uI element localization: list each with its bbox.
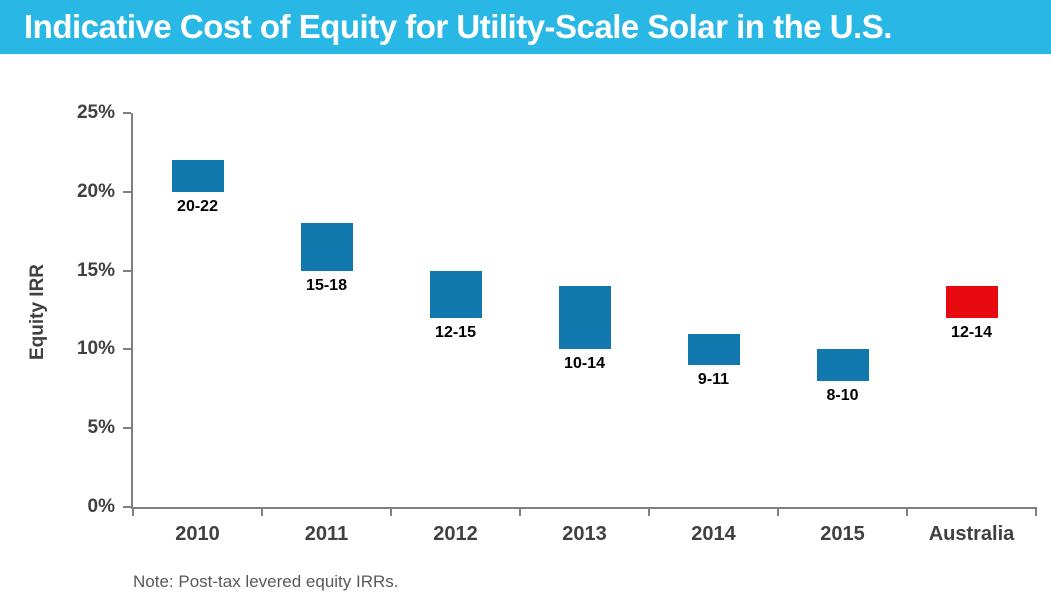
- range-bar-2015: [816, 349, 869, 381]
- title-banner: Indicative Cost of Equity for Utility-Sc…: [0, 0, 1051, 54]
- range-bar-2014: [687, 333, 740, 366]
- x-axis-label-2010: 2010: [175, 523, 220, 545]
- bar-range-label: 12-15: [435, 323, 476, 341]
- y-tick-label: 0%: [87, 496, 115, 517]
- x-axis-label-2012: 2012: [433, 523, 478, 545]
- y-tick-mark: [123, 190, 131, 193]
- x-tick-mark: [906, 507, 908, 516]
- x-axis-label-2011: 2011: [304, 523, 349, 545]
- range-bar-2012: [429, 270, 482, 318]
- bar-range-label: 20-22: [177, 197, 218, 215]
- y-tick-mark: [123, 269, 131, 272]
- range-bar-2013: [558, 286, 611, 350]
- x-axis-label-2014: 2014: [691, 523, 736, 545]
- x-tick-mark: [519, 507, 521, 516]
- bar-range-label: 15-18: [306, 276, 347, 294]
- x-tick-mark: [390, 507, 392, 516]
- y-tick-mark: [123, 427, 131, 430]
- y-tick-label: 15%: [76, 259, 115, 281]
- bar-range-label: 9-11: [697, 371, 730, 389]
- x-tick-mark: [132, 507, 134, 516]
- y-tick-mark: [123, 348, 131, 351]
- y-tick-label: 20%: [76, 180, 115, 202]
- y-tick-label: 5%: [87, 417, 115, 439]
- y-tick-mark: [123, 506, 131, 508]
- x-axis-label-2013: 2013: [562, 523, 607, 545]
- y-tick-mark: [123, 112, 131, 114]
- footnote: Note: Post-tax levered equity IRRs.: [133, 572, 399, 591]
- page-title: Indicative Cost of Equity for Utility-Sc…: [24, 8, 892, 45]
- x-axis-label-australia: Australia: [928, 523, 1015, 545]
- x-tick-mark: [261, 507, 263, 516]
- x-tick-mark: [777, 507, 779, 516]
- range-bar-2010: [171, 160, 224, 192]
- range-bar-2011: [300, 223, 353, 271]
- range-bar-australia: [945, 286, 998, 318]
- y-axis-title: Equity IRR: [27, 263, 48, 361]
- x-tick-mark: [648, 507, 650, 516]
- x-tick-mark: [1035, 507, 1037, 516]
- bar-range-label: 10-14: [564, 355, 605, 373]
- y-tick-label: 25%: [76, 102, 115, 123]
- y-tick-label: 10%: [76, 338, 115, 360]
- bar-range-label: 8-10: [826, 386, 859, 404]
- bar-range-label: 12-14: [951, 323, 992, 341]
- x-axis-label-2015: 2015: [820, 523, 865, 545]
- plot-area: 0% 5% 10% 15% 20% 25% 20-22 2010 15-18 2011 12-15 2…: [77, 102, 1037, 545]
